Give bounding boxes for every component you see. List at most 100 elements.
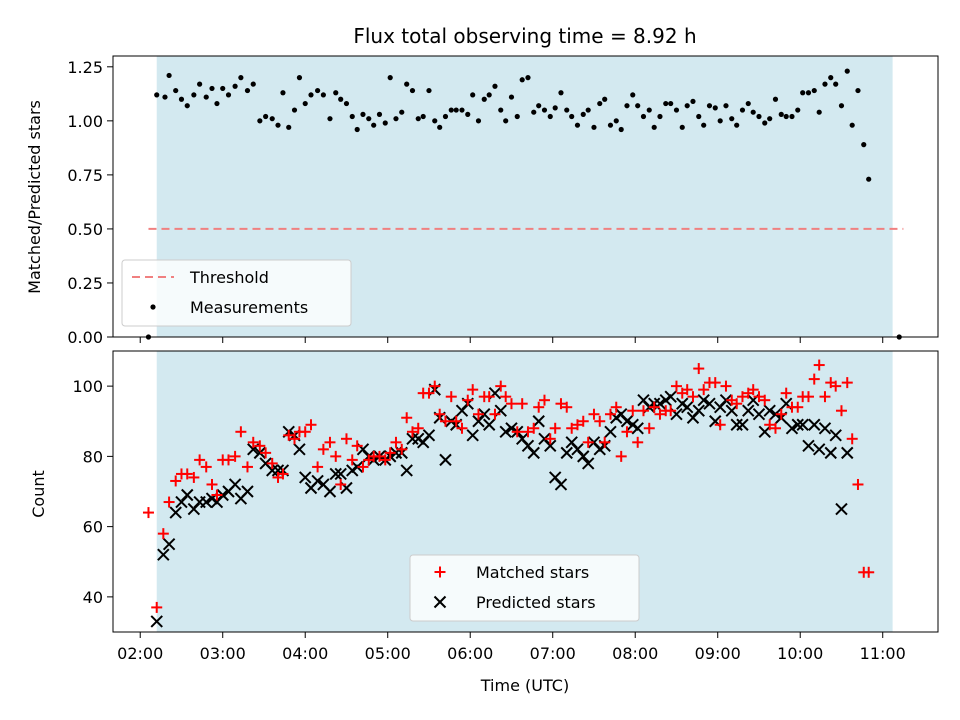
measurement-point xyxy=(783,113,789,120)
matched-star-point xyxy=(247,436,259,448)
measurement-point xyxy=(613,118,619,124)
matched-star-point xyxy=(528,422,540,434)
matched-star-point xyxy=(627,405,639,417)
matched-star-point xyxy=(289,433,300,445)
measurement-point xyxy=(371,122,377,128)
matched-star-point xyxy=(819,391,831,403)
measurement-point xyxy=(308,92,314,98)
predicted-star-point xyxy=(527,446,540,460)
measurement-point xyxy=(232,83,238,89)
measurement-point xyxy=(166,72,172,79)
measurement-point xyxy=(772,96,779,102)
matched-star-point xyxy=(467,384,479,396)
matched-star-point xyxy=(863,566,875,578)
matched-star-point xyxy=(330,450,342,462)
measurement-point xyxy=(640,113,647,120)
matched-star-point xyxy=(483,391,495,403)
measurement-point xyxy=(503,118,509,124)
predicted-star-point xyxy=(329,467,342,481)
predicted-star-point xyxy=(293,443,306,456)
measurement-point xyxy=(591,124,597,130)
measurement-point xyxy=(635,103,641,109)
x-tick-label: 11:00 xyxy=(860,644,906,663)
bottom-x-axis: 02:00 03:00 04:00 05:00 06:00 07:00 08:00 09:00… xyxy=(117,632,906,663)
top-legend: Threshold Measurements xyxy=(121,259,352,327)
legend-predicted-label: Predicted stars xyxy=(476,593,596,612)
matched-star-point xyxy=(324,436,336,448)
matched-star-point xyxy=(439,415,451,427)
measurement-point xyxy=(275,122,281,128)
predicted-star-point xyxy=(841,446,854,460)
measurement-point xyxy=(696,113,702,120)
matched-star-point xyxy=(813,359,825,371)
matched-star-point xyxy=(835,405,847,417)
measurement-point xyxy=(618,126,624,133)
matched-star-point xyxy=(533,401,545,413)
predicted-star-point xyxy=(466,429,479,442)
measurement-point xyxy=(541,107,548,113)
measurement-point xyxy=(630,92,636,98)
measurement-point xyxy=(244,87,251,94)
measurement-point xyxy=(437,124,443,130)
measurement-point xyxy=(750,109,756,115)
predicted-star-point xyxy=(812,443,826,456)
matched-star-point xyxy=(170,475,182,487)
measurement-point xyxy=(250,81,256,87)
predicted-star-point xyxy=(157,548,170,561)
legend-matched-swatch xyxy=(434,566,446,578)
predicted-star-point xyxy=(758,425,771,438)
measurement-point xyxy=(178,96,185,102)
measurement-point xyxy=(257,118,263,124)
measurement-point xyxy=(225,92,232,98)
predicted-star-point xyxy=(824,446,837,460)
predicted-star-point xyxy=(169,506,182,519)
measurement-point xyxy=(269,116,275,122)
measurement-point xyxy=(717,118,723,124)
legend-matched-marker xyxy=(434,566,446,578)
matched-star-point xyxy=(594,415,606,427)
measurement-point xyxy=(333,90,339,96)
matched-star-point xyxy=(429,380,441,392)
predicted-star-point xyxy=(680,400,694,414)
measurement-point xyxy=(519,77,525,83)
measurement-point xyxy=(646,107,652,113)
measurement-point xyxy=(531,109,537,115)
measurement-point xyxy=(349,113,355,120)
bottom-y-tick-label: 40 xyxy=(83,588,103,607)
matched-star-point xyxy=(151,601,163,613)
matched-star-point xyxy=(472,408,484,420)
measurement-point xyxy=(651,124,657,130)
x-tick-label: 10:00 xyxy=(777,644,823,663)
matched-star-point xyxy=(693,363,705,375)
measurement-point xyxy=(564,107,570,113)
measurement-point xyxy=(800,90,806,96)
measurement-point xyxy=(811,87,817,94)
measurement-point xyxy=(855,87,861,94)
matched-star-point xyxy=(720,380,732,392)
measurement-point xyxy=(838,103,845,109)
predicted-star-point xyxy=(664,390,677,403)
predicted-star-point xyxy=(736,418,749,431)
matched-star-point xyxy=(317,443,329,455)
matched-star-point xyxy=(260,447,272,459)
matched-star-point xyxy=(142,507,154,519)
top-y-axis-label: Matched/Predicted stars xyxy=(25,100,44,294)
matched-star-point xyxy=(406,426,418,438)
matched-star-point xyxy=(505,398,517,410)
measurement-point xyxy=(767,116,773,122)
top-panel-frame xyxy=(112,55,939,338)
measurement-point xyxy=(154,92,160,98)
matched-star-point xyxy=(747,384,759,396)
predicted-star-point xyxy=(730,418,743,431)
measurement-point xyxy=(263,113,269,120)
top-y-tick-label: 1.00 xyxy=(67,112,103,131)
measurement-point xyxy=(320,92,326,98)
matched-star-point xyxy=(450,415,462,427)
measurement-point xyxy=(673,107,680,113)
matched-star-point xyxy=(384,447,396,459)
predicted-star-point xyxy=(241,485,254,498)
measurement-point xyxy=(712,105,718,111)
measurement-point xyxy=(795,107,801,113)
measurement-point xyxy=(525,75,531,81)
predicted-star-point xyxy=(554,478,568,491)
